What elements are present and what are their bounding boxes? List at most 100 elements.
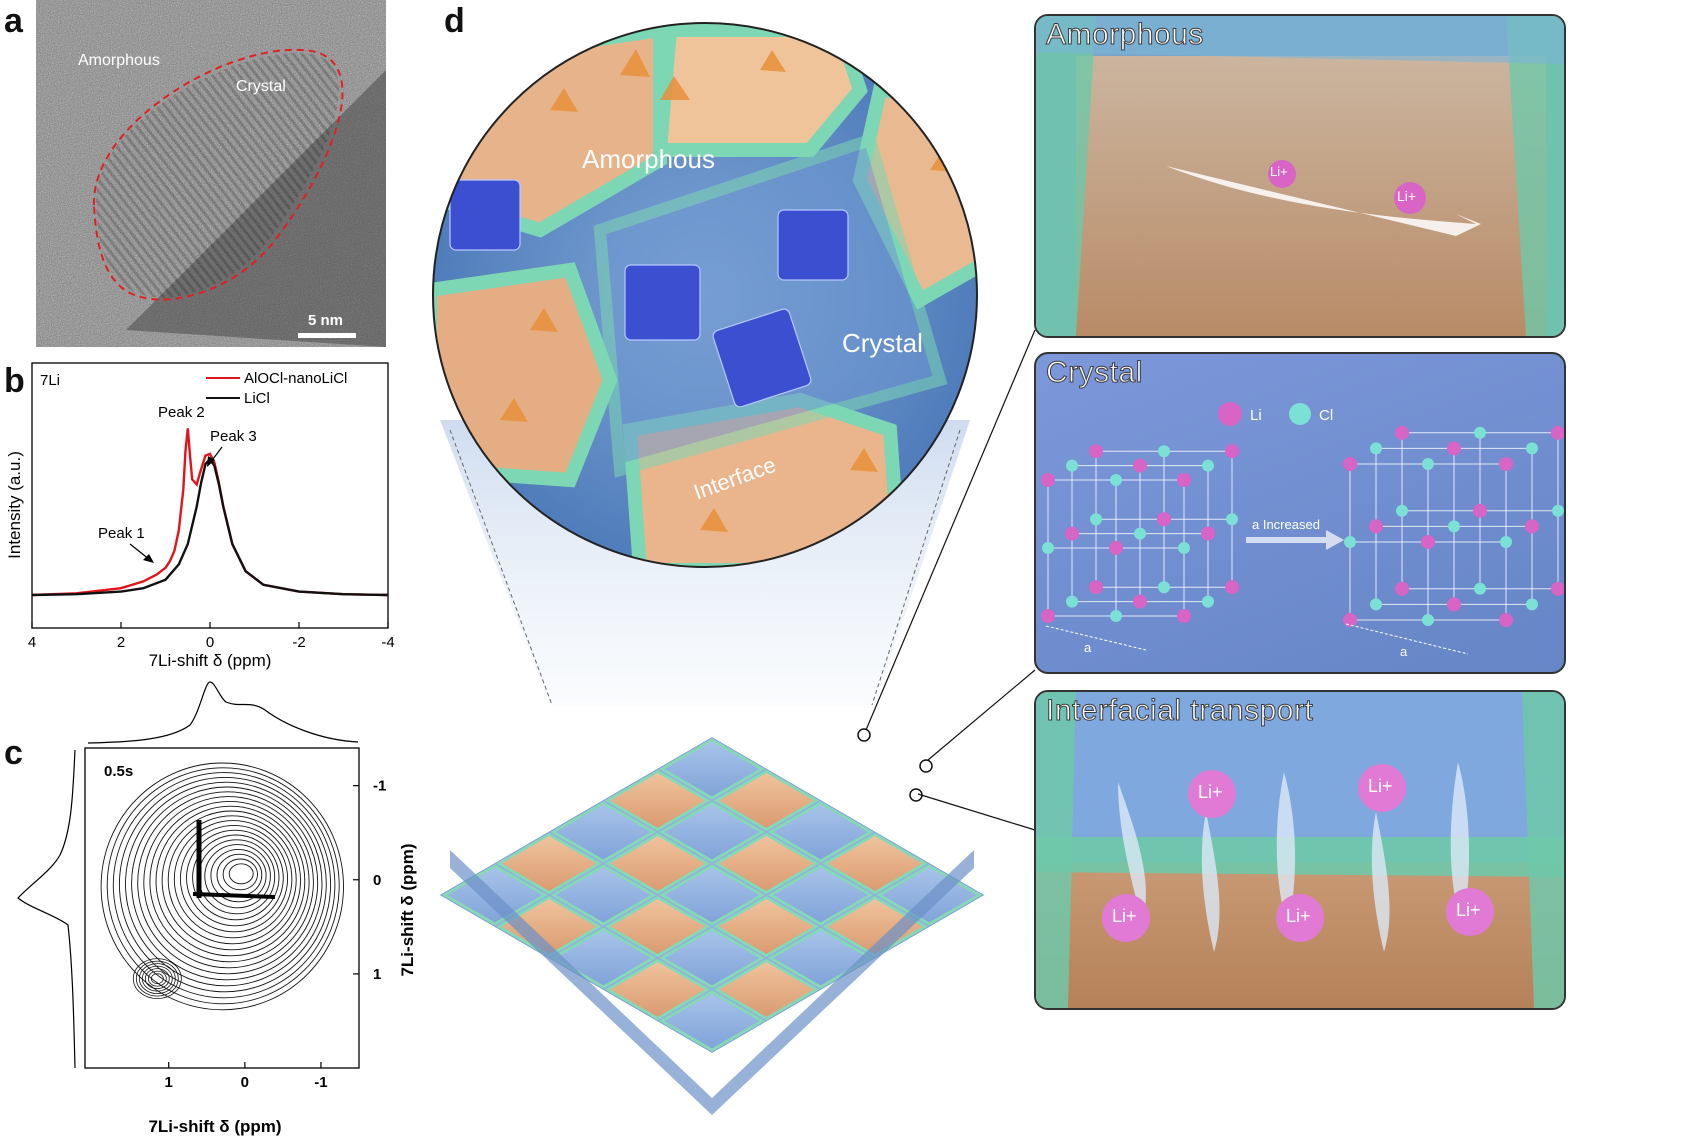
legend-cl-dot: [1289, 403, 1311, 425]
contour-line: [118, 776, 332, 993]
frame-title: Interfacial transport: [1045, 694, 1314, 728]
li-atom: [1395, 425, 1409, 440]
ion-label: Li+: [1368, 776, 1393, 796]
plot-frame: [31, 362, 389, 629]
spectrum-2d-chart: 0.5s 1 0 -1 -1 0 1 7Li-shift δ (ppm) 7Li-shif…: [17, 681, 417, 1136]
li-atom: [1551, 425, 1564, 440]
x-tick-label: -1: [314, 1074, 327, 1091]
amorphous-tile: [822, 832, 928, 895]
frame-title: Amorphous: [1046, 18, 1204, 52]
contour-line: [144, 968, 170, 989]
amorphous-tile: [713, 958, 820, 1021]
li-atom: [1157, 512, 1171, 527]
contour-line: [204, 844, 271, 909]
li-atom: [1395, 581, 1409, 596]
cl-atom: [1134, 527, 1146, 540]
li-atom: [1089, 580, 1103, 595]
series-line-licl: [31, 457, 389, 597]
cl-atom: [1474, 426, 1486, 439]
cl-atom: [1202, 459, 1214, 472]
amorphous-tile: [713, 769, 820, 832]
contour-line: [228, 863, 254, 885]
scale-bar: [298, 333, 356, 338]
nucleus-label: 7Li: [40, 372, 60, 389]
li-atom: [1225, 444, 1239, 459]
arrow-peak-3-head: [207, 456, 215, 467]
label-amorphous: Amorphous: [78, 52, 160, 69]
cl-atom: [1500, 536, 1512, 548]
crystal-outline: [92, 48, 344, 301]
zoom-label-amorphous: Amorphous: [582, 144, 715, 174]
lattice-a-left: a: [1084, 640, 1092, 655]
contour-line: [167, 815, 297, 945]
x-tick-label: 0: [241, 1074, 249, 1091]
cl-atom: [1396, 504, 1408, 517]
cl-atom: [1110, 610, 1122, 622]
x-tick-label: -2: [292, 634, 305, 651]
contour-line: [186, 829, 284, 927]
cl-atom: [1370, 442, 1382, 455]
li-atom: [1447, 441, 1461, 456]
crystal-tile: [659, 864, 765, 926]
li-atom: [1343, 613, 1357, 627]
legend-cl-label: Cl: [1319, 407, 1333, 424]
cl-atom: [1526, 598, 1538, 611]
projection-left: [17, 749, 76, 1069]
y-tick-label: -1: [373, 778, 386, 795]
contour-line: [137, 791, 319, 975]
li-ion: [1268, 160, 1296, 188]
crystal-tile: [550, 801, 657, 863]
increase-arrow: [1246, 530, 1344, 550]
cl-atom: [1066, 595, 1078, 608]
cl-atom: [1202, 595, 1214, 608]
marker-amorphous: [857, 728, 871, 742]
contour-line: [132, 958, 182, 999]
y-axis-label: Intensity (a.u.): [5, 451, 24, 559]
li-ion: [1102, 894, 1150, 942]
contour-line: [125, 781, 327, 987]
contour-line: [138, 963, 176, 994]
arrow-peak-1-head: [143, 554, 154, 563]
contour-line: [147, 970, 167, 987]
li-atom: [1201, 526, 1215, 541]
magnified-circle: [432, 22, 978, 568]
contour-line: [198, 839, 276, 915]
cl-atom: [1178, 542, 1190, 554]
cl-atom: [1370, 598, 1382, 611]
ion-label: Li+: [1456, 900, 1481, 920]
x-tick-label: -4: [381, 634, 394, 651]
amorphous-tile: [604, 832, 711, 895]
contour-line: [150, 973, 164, 984]
contour-line: [210, 848, 267, 903]
li-atom: [1177, 473, 1191, 487]
amorphous-tile: [496, 895, 602, 958]
contour-line: [149, 800, 310, 963]
li-atom: [1551, 581, 1564, 596]
li-atom: [1499, 457, 1513, 471]
li-atom: [1065, 526, 1079, 541]
contour-line: [135, 960, 179, 997]
li-atom: [1473, 503, 1487, 518]
contour-line: [173, 820, 293, 939]
legend-label: AlOCl-nanoLiCl: [244, 370, 347, 387]
legend-li-label: Li: [1250, 407, 1262, 424]
tem-image: [36, 0, 386, 347]
annotation-peak-2: Peak 2: [158, 404, 205, 421]
crystal-tile: [659, 738, 765, 800]
li-atom: [1447, 597, 1461, 612]
contour-line: [131, 786, 323, 981]
cl-atom: [1226, 513, 1238, 526]
amorphous-tile: [822, 895, 928, 958]
li-atom: [1421, 535, 1435, 549]
contour-line: [112, 772, 336, 999]
contour-line: [161, 810, 301, 951]
amorphous-tile: [604, 958, 711, 1021]
x-axis-label: 7Li-shift δ (ppm): [148, 1117, 281, 1136]
li-atom: [1177, 609, 1191, 623]
amorphous-tile: [713, 832, 820, 895]
contour-line: [143, 796, 314, 969]
zoom-label-crystal: Crystal: [842, 328, 923, 358]
panel-letter-b: b: [4, 362, 25, 400]
li-ion: [1394, 182, 1426, 214]
annotation-peak-1: Peak 1: [98, 525, 145, 542]
